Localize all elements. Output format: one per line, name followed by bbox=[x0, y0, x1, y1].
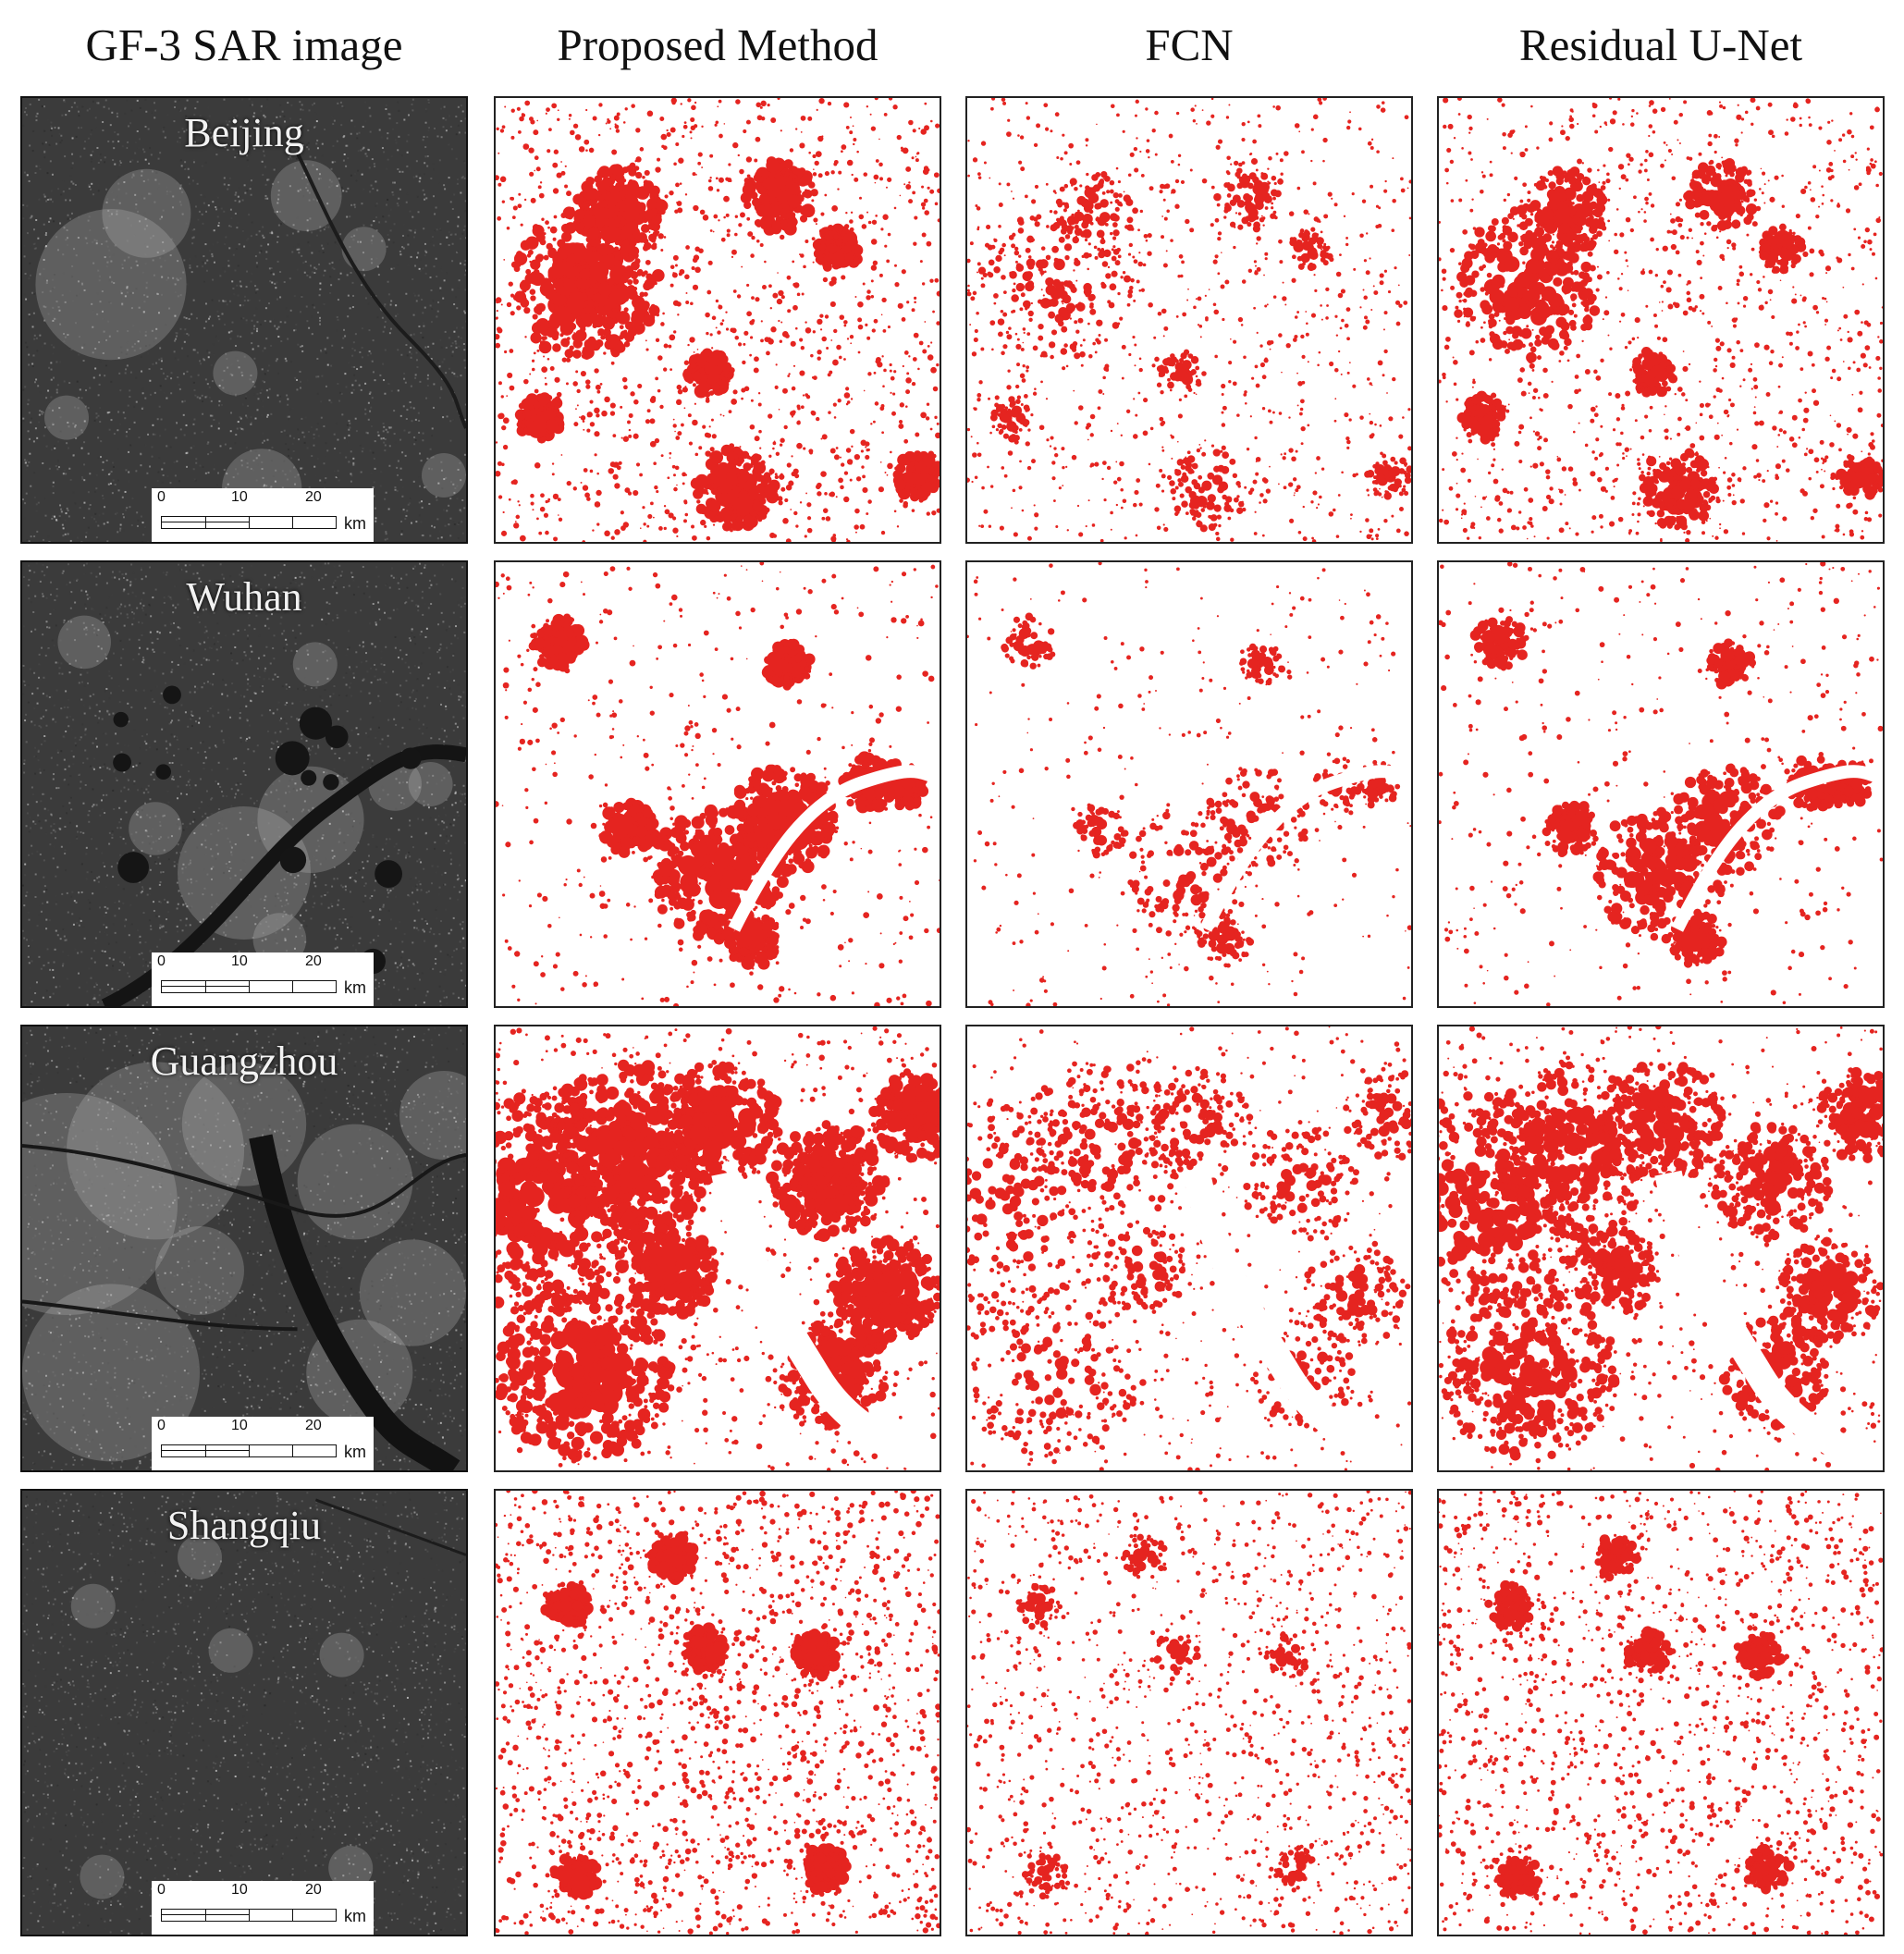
scale-tick-label: 10 bbox=[231, 1418, 248, 1434]
residual-unet-result-wuhan bbox=[1437, 560, 1885, 1008]
scale-tick-label: 20 bbox=[305, 953, 322, 970]
sar-image-shangqiu: Shangqiu 0 10 20 km bbox=[20, 1489, 468, 1936]
scale-tick-label: 10 bbox=[231, 489, 248, 506]
built-up-map-graphic bbox=[1439, 1026, 1883, 1470]
built-up-map-graphic bbox=[967, 562, 1411, 1006]
sar-image-graphic bbox=[22, 1491, 466, 1935]
scale-unit: km bbox=[344, 1443, 366, 1462]
scale-unit: km bbox=[344, 1907, 366, 1926]
column-header-resunet: Residual U-Net bbox=[1437, 13, 1885, 78]
sar-image-graphic bbox=[22, 1026, 466, 1470]
scale-bar-graphic bbox=[161, 980, 337, 993]
built-up-map-graphic bbox=[1439, 98, 1883, 542]
scale-bar: 0 10 20 km bbox=[152, 488, 374, 542]
scale-bar: 0 10 20 km bbox=[152, 1417, 374, 1470]
scale-bar: 0 10 20 km bbox=[152, 952, 374, 1006]
fcn-result-guangzhou bbox=[965, 1025, 1413, 1472]
sar-image-graphic bbox=[22, 562, 466, 1006]
scale-tick-label: 20 bbox=[305, 1418, 322, 1434]
proposed-result-wuhan bbox=[494, 560, 941, 1008]
scale-bar-graphic bbox=[161, 1444, 337, 1457]
fcn-result-wuhan bbox=[965, 560, 1413, 1008]
sar-image-wuhan: Wuhan 0 10 20 km bbox=[20, 560, 468, 1008]
scale-tick-label: 0 bbox=[157, 953, 166, 970]
built-up-map-graphic bbox=[496, 98, 940, 542]
built-up-map-graphic bbox=[967, 1491, 1411, 1935]
sar-image-beijing: Beijing 0 10 20 km bbox=[20, 96, 468, 544]
sar-image-guangzhou: Guangzhou 0 10 20 km bbox=[20, 1025, 468, 1472]
built-up-map-graphic bbox=[496, 1026, 940, 1470]
scale-tick-label: 0 bbox=[157, 489, 166, 506]
proposed-result-shangqiu bbox=[494, 1489, 941, 1936]
sar-image-graphic bbox=[22, 98, 466, 542]
scale-tick-label: 0 bbox=[157, 1882, 166, 1899]
city-label: Guangzhou bbox=[22, 1038, 466, 1085]
scale-bar-graphic bbox=[161, 516, 337, 529]
column-header-proposed: Proposed Method bbox=[494, 13, 941, 78]
built-up-map-graphic bbox=[967, 1026, 1411, 1470]
scale-bar: 0 10 20 km bbox=[152, 1881, 374, 1935]
city-label: Wuhan bbox=[22, 573, 466, 621]
scale-bar-graphic bbox=[161, 1909, 337, 1922]
scale-unit: km bbox=[344, 514, 366, 534]
residual-unet-result-beijing bbox=[1437, 96, 1885, 544]
residual-unet-result-shangqiu bbox=[1437, 1489, 1885, 1936]
scale-tick-label: 0 bbox=[157, 1418, 166, 1434]
built-up-map-graphic bbox=[1439, 1491, 1883, 1935]
scale-tick-label: 20 bbox=[305, 489, 322, 506]
proposed-result-guangzhou bbox=[494, 1025, 941, 1472]
city-label: Beijing bbox=[22, 109, 466, 156]
column-header-fcn: FCN bbox=[965, 13, 1413, 78]
scale-tick-label: 10 bbox=[231, 953, 248, 970]
column-header-sar: GF-3 SAR image bbox=[20, 13, 468, 78]
scale-tick-label: 20 bbox=[305, 1882, 322, 1899]
residual-unet-result-guangzhou bbox=[1437, 1025, 1885, 1472]
built-up-map-graphic bbox=[967, 98, 1411, 542]
city-label: Shangqiu bbox=[22, 1502, 466, 1549]
scale-tick-label: 10 bbox=[231, 1882, 248, 1899]
built-up-map-graphic bbox=[496, 1491, 940, 1935]
fcn-result-beijing bbox=[965, 96, 1413, 544]
fcn-result-shangqiu bbox=[965, 1489, 1413, 1936]
proposed-result-beijing bbox=[494, 96, 941, 544]
built-up-map-graphic bbox=[1439, 562, 1883, 1006]
built-up-map-graphic bbox=[496, 562, 940, 1006]
scale-unit: km bbox=[344, 978, 366, 998]
